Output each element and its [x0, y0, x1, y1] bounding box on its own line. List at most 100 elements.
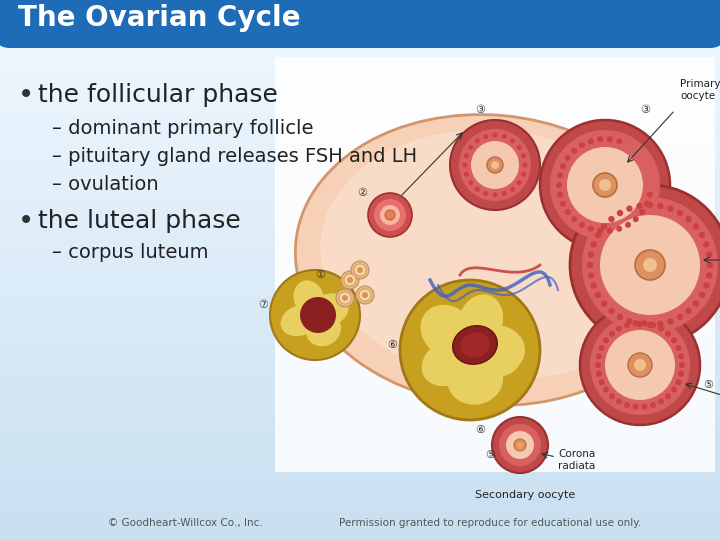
Bar [0, 105, 720, 106]
Bar [0, 192, 720, 193]
Bar [0, 59, 720, 60]
Bar [0, 294, 720, 295]
Bar [0, 121, 720, 122]
Bar [0, 253, 720, 254]
Bar [0, 169, 720, 170]
Bar [0, 4, 720, 5]
Bar [0, 483, 720, 484]
Bar [0, 478, 720, 479]
Bar [0, 484, 720, 485]
Ellipse shape [422, 339, 475, 386]
Bar [0, 213, 720, 214]
Circle shape [608, 216, 615, 222]
Bar [0, 198, 720, 199]
Bar [0, 527, 720, 528]
Text: ③: ③ [475, 105, 485, 115]
Bar [0, 106, 720, 107]
Bar [0, 138, 720, 139]
Bar [0, 162, 720, 163]
Circle shape [464, 153, 469, 158]
Bar [0, 126, 720, 127]
Bar [0, 299, 720, 300]
Bar [0, 301, 720, 302]
Bar [0, 453, 720, 454]
Circle shape [510, 138, 515, 143]
Circle shape [339, 292, 351, 304]
Bar [0, 292, 720, 293]
Bar [0, 127, 720, 128]
Circle shape [647, 322, 653, 328]
Bar [0, 122, 720, 123]
Circle shape [347, 277, 353, 283]
Bar [0, 336, 720, 337]
Bar [0, 50, 720, 51]
Bar [0, 260, 720, 261]
Ellipse shape [295, 114, 685, 406]
Bar [0, 417, 720, 418]
Circle shape [351, 261, 369, 279]
Bar [0, 11, 720, 12]
Bar [0, 405, 720, 406]
Circle shape [624, 402, 630, 408]
Bar [0, 255, 720, 256]
Bar [0, 119, 720, 120]
Bar [0, 390, 720, 391]
Ellipse shape [453, 326, 498, 365]
Bar [0, 129, 720, 130]
Bar [0, 238, 720, 239]
Text: •: • [18, 207, 35, 235]
Circle shape [678, 353, 684, 359]
Bar [0, 216, 720, 217]
Bar [0, 75, 720, 76]
Circle shape [595, 292, 601, 298]
Bar [0, 151, 720, 152]
Bar [0, 286, 720, 287]
Bar [0, 409, 720, 410]
Bar [0, 256, 720, 257]
Bar [0, 159, 720, 160]
Bar [0, 168, 720, 169]
Bar [0, 395, 720, 396]
Circle shape [483, 134, 488, 139]
Bar [0, 270, 720, 271]
Circle shape [564, 209, 571, 215]
Bar [0, 130, 720, 131]
Bar [0, 68, 720, 69]
Circle shape [600, 300, 607, 307]
Bar [0, 164, 720, 165]
Bar [0, 116, 720, 117]
Bar [0, 2, 720, 3]
Circle shape [557, 172, 563, 178]
Circle shape [685, 308, 692, 314]
Bar [0, 469, 720, 470]
Bar [0, 293, 720, 294]
Bar [0, 40, 720, 41]
Bar [0, 519, 720, 520]
Bar [0, 346, 720, 347]
Bar [0, 274, 720, 275]
Bar [0, 495, 720, 496]
Bar [0, 100, 720, 101]
Bar [0, 281, 720, 282]
Circle shape [658, 326, 664, 332]
Bar [0, 265, 720, 266]
Bar [0, 188, 720, 189]
Bar [0, 158, 720, 159]
Text: Corona
radiata: Corona radiata [558, 449, 595, 471]
Ellipse shape [460, 332, 490, 357]
Circle shape [642, 320, 647, 326]
Bar [0, 515, 720, 516]
Bar [0, 7, 720, 8]
Bar [0, 173, 720, 174]
Bar [0, 316, 720, 317]
Bar [0, 474, 720, 475]
Text: ⑥: ⑥ [475, 425, 485, 435]
Bar [0, 380, 720, 381]
Circle shape [344, 274, 356, 286]
Bar [0, 351, 720, 352]
Bar [0, 249, 720, 250]
Ellipse shape [447, 354, 503, 404]
Circle shape [603, 338, 609, 343]
Circle shape [706, 272, 712, 279]
Bar [0, 172, 720, 173]
